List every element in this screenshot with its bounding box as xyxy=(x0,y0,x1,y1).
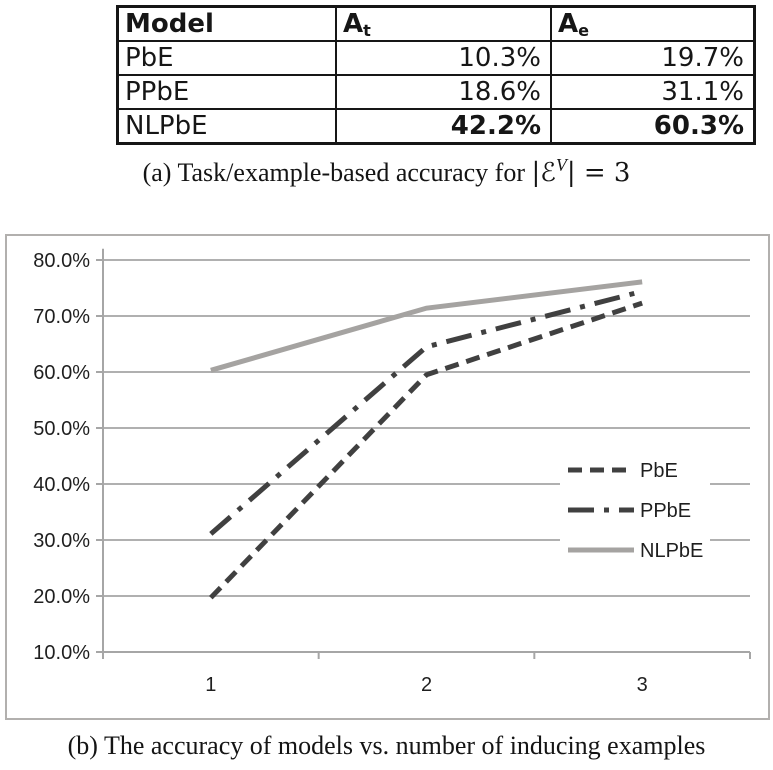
header-model: Model xyxy=(116,5,337,42)
example-accuracy-cell: 19.7% xyxy=(550,40,756,76)
header-at-subscript: t xyxy=(363,21,371,41)
legend-label-ppbe: PPbE xyxy=(640,500,691,522)
y-tick-label: 20.0% xyxy=(33,586,90,608)
caption-b: (b) The accuracy of models vs. number of… xyxy=(67,731,706,760)
caption-a-bar-close: | = 3 xyxy=(566,158,631,188)
caption-a: (a) Task/example-based accuracy for |ℰV|… xyxy=(0,155,773,188)
table-row: NLPbE 42.2% 60.3% xyxy=(116,108,756,145)
caption-a-script-e: ℰ xyxy=(540,158,557,188)
header-model-label: Model xyxy=(125,9,214,39)
caption-a-bar-open: | xyxy=(531,158,541,188)
x-tick-label: 2 xyxy=(421,674,432,696)
caption-a-superscript-v: V xyxy=(556,155,567,176)
accuracy-table: Model At Ae PbE 10.3% 19.7% PPbE 18.6% 3… xyxy=(116,5,756,145)
legend-background xyxy=(560,448,710,584)
series-line-nlpbe xyxy=(210,279,643,373)
line-chart-figure: 10.0% 20.0% 30.0% 40.0% 50.0% 60.0% 70.0% 80.0%… xyxy=(5,234,770,720)
y-tick-label: 10.0% xyxy=(33,642,90,664)
accuracy-line-chart: 10.0% 20.0% 30.0% 40.0% 50.0% 60.0% 70.0% 80.0%… xyxy=(33,248,751,696)
header-at-base: A xyxy=(343,9,364,39)
task-accuracy-cell: 42.2% xyxy=(335,108,552,145)
y-tick-label: 30.0% xyxy=(33,530,90,552)
y-tick-label: 70.0% xyxy=(33,306,90,328)
series-line-pbe xyxy=(209,300,643,600)
header-ae-base: A xyxy=(558,9,579,39)
y-tick-label: 40.0% xyxy=(33,474,90,496)
model-name-cell: NLPbE xyxy=(116,108,337,145)
x-tick-label: 1 xyxy=(205,674,216,696)
series-line-ppbe xyxy=(209,288,643,536)
x-tick-label: 3 xyxy=(637,674,648,696)
legend-label-nlpbe: NLPbE xyxy=(640,540,703,562)
task-accuracy-cell: 18.6% xyxy=(335,74,552,110)
y-tick-label: 50.0% xyxy=(33,418,90,440)
table-row: PPbE 18.6% 31.1% xyxy=(116,74,756,110)
y-tick-label: 60.0% xyxy=(33,362,90,384)
y-tick-label: 80.0% xyxy=(33,250,90,272)
model-name-cell: PbE xyxy=(116,40,337,76)
table-row: PbE 10.3% 19.7% xyxy=(116,40,756,76)
header-example-accuracy: Ae xyxy=(550,5,756,42)
header-task-accuracy: At xyxy=(335,5,552,42)
caption-a-text: (a) Task/example-based accuracy for xyxy=(142,158,525,187)
model-name-cell: PPbE xyxy=(116,74,337,110)
table-header-row: Model At Ae xyxy=(116,5,756,42)
example-accuracy-cell: 60.3% xyxy=(550,108,756,145)
header-ae-subscript: e xyxy=(578,21,590,41)
example-accuracy-cell: 31.1% xyxy=(550,74,756,110)
task-accuracy-cell: 10.3% xyxy=(335,40,552,76)
legend-label-pbe: PbE xyxy=(640,460,678,482)
